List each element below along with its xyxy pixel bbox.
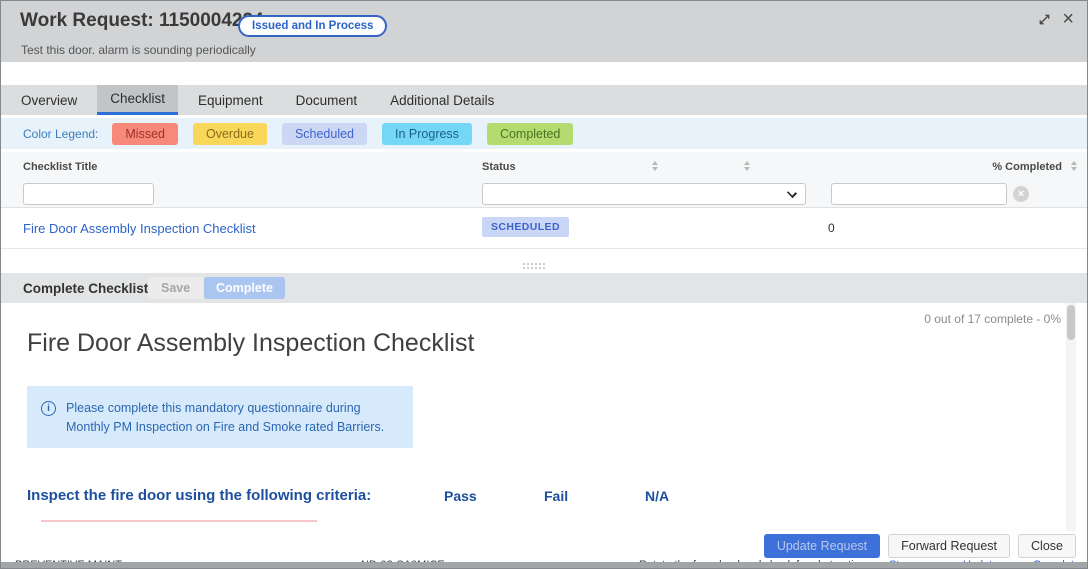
- modal-header: Work Request: 1150004224 Issued and In P…: [1, 1, 1087, 62]
- save-button[interactable]: Save: [148, 277, 204, 299]
- legend-missed-badge: Missed: [112, 122, 178, 145]
- close-button[interactable]: Close: [1018, 534, 1076, 558]
- checklist-title-filter-input[interactable]: [23, 183, 154, 205]
- color-legend: Color Legend: Missed Overdue Scheduled I…: [1, 118, 1087, 149]
- legend-inprogress-badge: In Progress: [382, 122, 472, 145]
- tab-bar: Overview Checklist Equipment Document Ad…: [1, 85, 1087, 115]
- answer-header-fail: Fail: [544, 488, 569, 504]
- answer-header-pass: Pass: [444, 488, 477, 504]
- window-controls: ×: [1038, 8, 1074, 30]
- percent-completed-filter-input[interactable]: [831, 183, 1007, 205]
- answer-header-na: N/A: [645, 488, 670, 504]
- status-badge: Issued and In Process: [238, 15, 388, 37]
- info-icon: i: [41, 401, 56, 416]
- modal-footer: Update Request Forward Request Close: [1, 531, 1087, 558]
- tab-additional-details[interactable]: Additional Details: [390, 92, 495, 108]
- row-percent-complete: 0: [828, 221, 835, 235]
- status-filter-select[interactable]: [482, 183, 806, 205]
- sort-icon-status[interactable]: [744, 161, 750, 171]
- column-checklist-title: Checklist Title: [23, 161, 98, 173]
- tab-document[interactable]: Document: [295, 92, 358, 108]
- info-note-text: Please complete this mandatory questionn…: [66, 401, 385, 434]
- tab-equipment[interactable]: Equipment: [198, 92, 263, 108]
- clear-filter-icon[interactable]: ×: [1013, 186, 1029, 202]
- legend-completed-badge: Completed: [486, 122, 574, 145]
- tab-overview[interactable]: Overview: [21, 92, 78, 108]
- checklist-heading: Fire Door Assembly Inspection Checklist: [27, 329, 475, 357]
- row-status-badge: SCHEDULED: [482, 217, 569, 237]
- legend-overdue-badge: Overdue: [192, 122, 267, 145]
- complete-button[interactable]: Complete: [204, 277, 285, 299]
- info-callout: i Please complete this mandatory questio…: [27, 386, 413, 448]
- forward-request-button[interactable]: Forward Request: [888, 534, 1011, 558]
- close-icon[interactable]: ×: [1062, 8, 1074, 30]
- update-request-button[interactable]: Update Request: [763, 534, 881, 558]
- checklist-detail-panel: 0 out of 17 complete - 0% Fire Door Asse…: [1, 303, 1087, 531]
- progress-summary: 0 out of 17 complete - 0%: [924, 312, 1061, 326]
- legend-scheduled-badge: Scheduled: [281, 122, 368, 145]
- page-title: Work Request: 1150004224: [20, 10, 264, 31]
- sort-icon-checklist-title[interactable]: [652, 161, 658, 171]
- sort-icon-percent-completed[interactable]: [1071, 161, 1077, 171]
- tab-checklist[interactable]: Checklist: [97, 85, 179, 115]
- splitter-drag-handle-icon[interactable]: [522, 262, 545, 269]
- checklist-table-header: Checklist Title Status % Completed: [1, 152, 1087, 182]
- color-legend-label: Color Legend:: [23, 126, 99, 141]
- column-percent-completed: % Completed: [992, 161, 1062, 173]
- scrollbar-thumb[interactable]: [1067, 305, 1075, 340]
- column-status: Status: [482, 161, 516, 173]
- background-divider-bar: [1, 562, 1087, 568]
- checklist-title-link[interactable]: Fire Door Assembly Inspection Checklist: [23, 221, 256, 236]
- section-title: Complete Checklist: [23, 281, 149, 296]
- request-description: Test this door. alarm is sounding period…: [21, 43, 256, 57]
- checklist-table-filter-row: ×: [1, 182, 1087, 208]
- maximize-icon[interactable]: [1038, 13, 1051, 26]
- chevron-down-icon: [786, 187, 798, 199]
- criteria-heading: Inspect the fire door using the followin…: [27, 487, 372, 504]
- complete-checklist-toolbar: Complete Checklist Save Complete: [1, 273, 1087, 303]
- question-row-divider: [41, 520, 317, 522]
- scrollbar-track[interactable]: [1066, 303, 1076, 531]
- table-row[interactable]: Fire Door Assembly Inspection Checklist …: [1, 208, 1087, 249]
